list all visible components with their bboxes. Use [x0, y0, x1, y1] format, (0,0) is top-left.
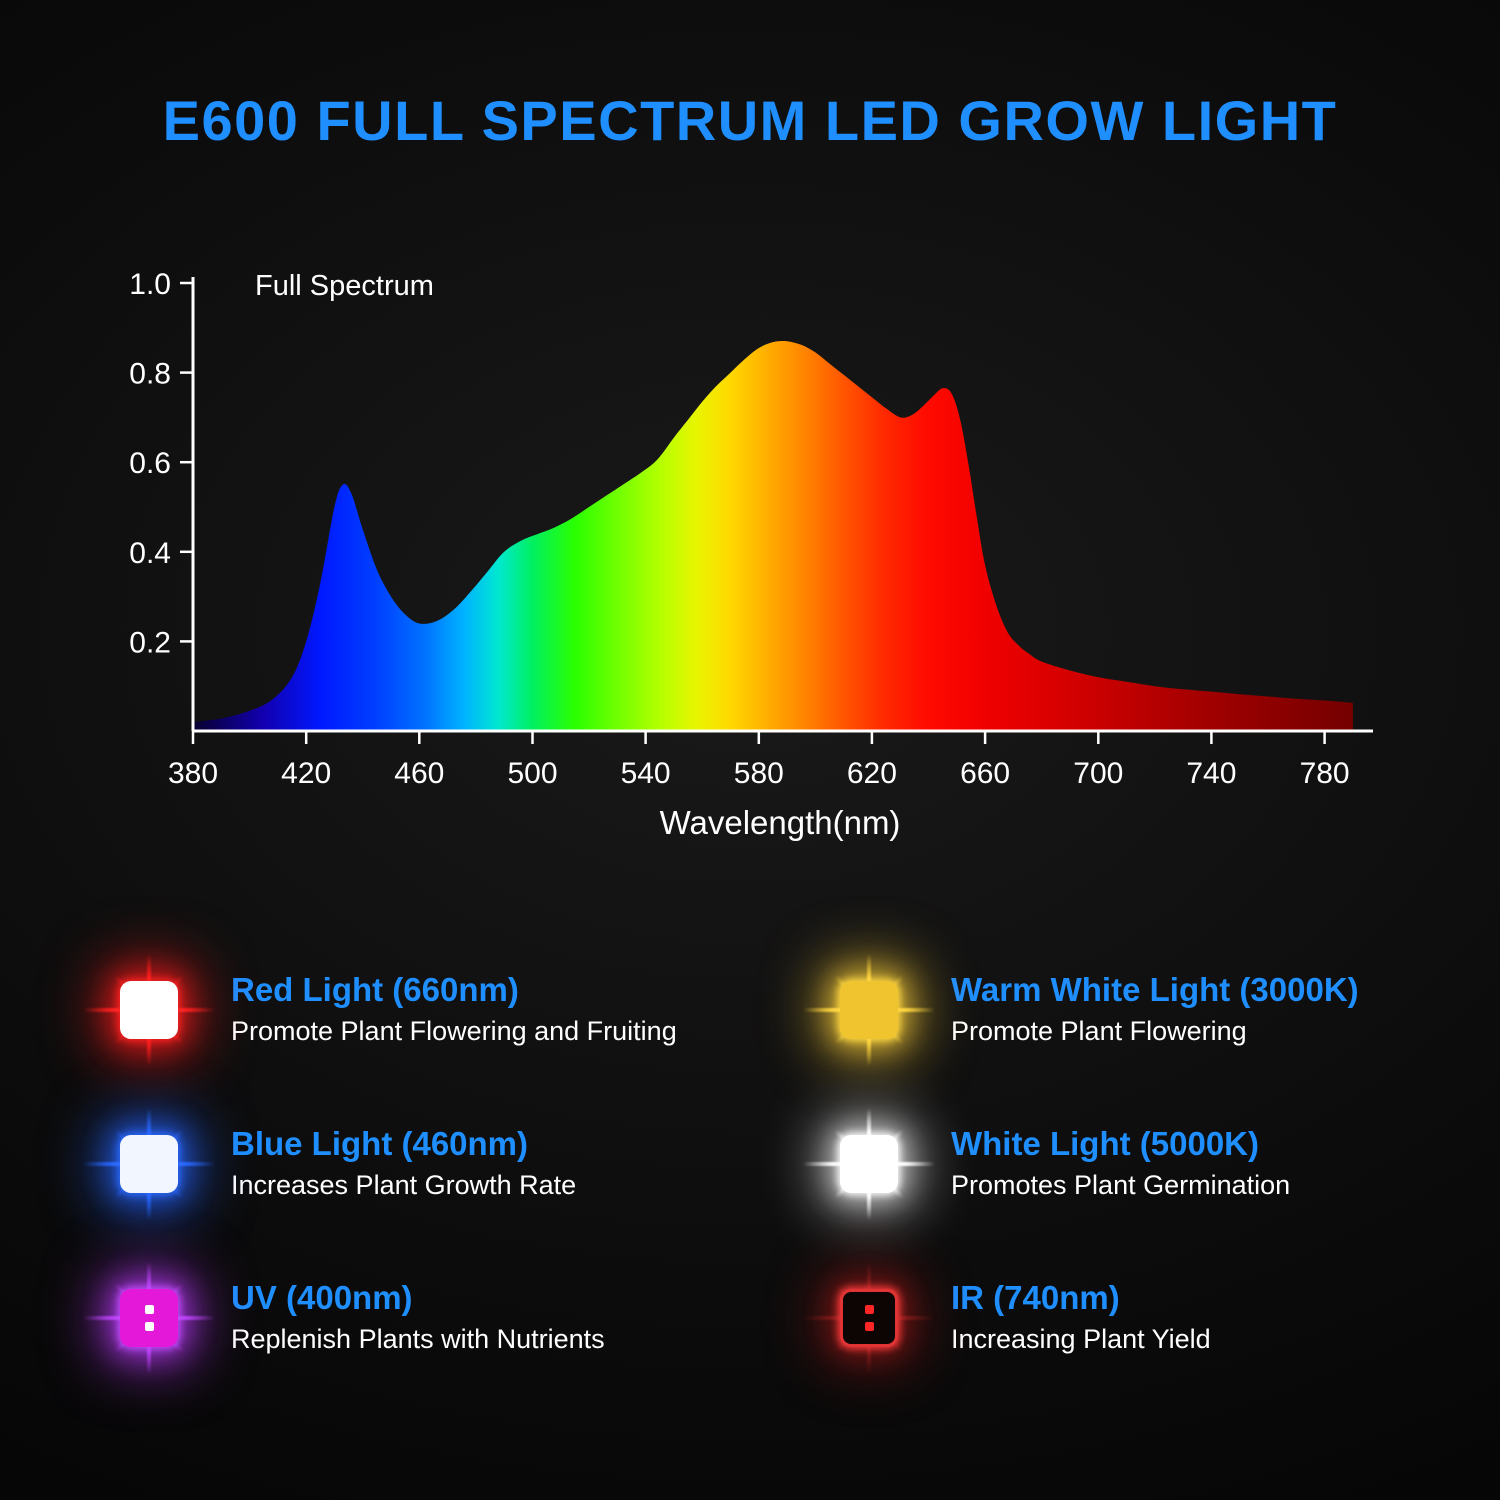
y-tick-label: 1.0	[129, 268, 171, 301]
feature-desc: Promote Plant Flowering and Fruiting	[231, 1015, 677, 1046]
feature-item-uv: UV (400nm) Replenish Plants with Nutrien…	[83, 1262, 745, 1374]
x-tick-label: 380	[168, 757, 218, 790]
page-title: E600 FULL SPECTRUM LED GROW LIGHT	[162, 89, 1338, 152]
x-tick-label: 500	[507, 757, 557, 790]
red-led-icon	[83, 954, 215, 1066]
ir-led-icon	[803, 1262, 935, 1374]
y-tick-label: 0.2	[129, 626, 171, 659]
led-body	[840, 1289, 898, 1347]
feature-text: White Light (5000K) Promotes Plant Germi…	[951, 1127, 1290, 1200]
x-tick-label: 460	[394, 757, 444, 790]
led-body	[840, 981, 898, 1039]
led-dots	[144, 1305, 154, 1331]
led-dots	[865, 1151, 874, 1177]
feature-text: IR (740nm) Increasing Plant Yield	[951, 1281, 1211, 1354]
x-tick-label: 660	[960, 757, 1010, 790]
x-tick-label: 540	[621, 757, 671, 790]
x-tick-label: 620	[847, 757, 897, 790]
feature-text: UV (400nm) Replenish Plants with Nutrien…	[231, 1281, 605, 1354]
x-tick-label: 700	[1073, 757, 1123, 790]
feature-desc: Increases Plant Growth Rate	[231, 1169, 577, 1200]
spectrum-chart: 380 420 460 500 540 580 620 660 700 740 780 0.2 0.4…	[85, 249, 1415, 854]
feature-desc: Promote Plant Flowering	[951, 1015, 1247, 1046]
y-tick-label: 0.4	[129, 537, 171, 570]
y-tick-label: 0.6	[129, 447, 171, 480]
x-tick-label: 580	[734, 757, 784, 790]
led-dots	[145, 1151, 154, 1177]
feature-desc: Promotes Plant Germination	[951, 1169, 1291, 1200]
y-tick-label: 0.8	[129, 358, 171, 391]
x-axis-label: Wavelength(nm)	[660, 804, 901, 841]
feature-text: Warm White Light (3000K) Promote Plant F…	[951, 973, 1359, 1046]
feature-title: Red Light (660nm)	[231, 971, 519, 1009]
feature-item-white-light: White Light (5000K) Promotes Plant Germi…	[803, 1108, 1445, 1220]
led-features: Red Light (660nm) Promote Plant Flowerin…	[83, 954, 1500, 1374]
feature-text: Blue Light (460nm) Increases Plant Growt…	[231, 1127, 576, 1200]
white-led-icon	[803, 1108, 935, 1220]
warm-white-led-icon	[803, 954, 935, 1066]
led-dots	[865, 997, 874, 1023]
feature-title: IR (740nm)	[951, 1279, 1120, 1317]
led-dots	[145, 997, 154, 1023]
feature-item-warm-white-light: Warm White Light (3000K) Promote Plant F…	[803, 954, 1445, 1066]
feature-text: Red Light (660nm) Promote Plant Flowerin…	[231, 973, 677, 1046]
feature-desc: Replenish Plants with Nutrients	[231, 1323, 605, 1354]
x-tick-label: 420	[281, 757, 331, 790]
feature-item-blue-light: Blue Light (460nm) Increases Plant Growt…	[83, 1108, 745, 1220]
led-dots	[864, 1305, 874, 1331]
feature-title: White Light (5000K)	[951, 1125, 1260, 1163]
x-tick-label: 780	[1300, 757, 1350, 790]
feature-desc: Increasing Plant Yield	[951, 1323, 1211, 1354]
feature-item-red-light: Red Light (660nm) Promote Plant Flowerin…	[83, 954, 745, 1066]
feature-title: Blue Light (460nm)	[231, 1125, 529, 1163]
led-body	[840, 1135, 898, 1193]
spectrum-svg: 380 420 460 500 540 580 620 660 700 740 780 0.2 0.4…	[129, 268, 1373, 841]
spectrum-chart-canvas: 380 420 460 500 540 580 620 660 700 740 780 0.2 0.4…	[85, 249, 1415, 854]
feature-title: UV (400nm)	[231, 1279, 413, 1317]
uv-led-icon	[83, 1262, 215, 1374]
spectrum-curve	[193, 341, 1353, 731]
chart-title: Full Spectrum	[255, 270, 434, 302]
feature-item-ir: IR (740nm) Increasing Plant Yield	[803, 1262, 1445, 1374]
x-tick-label: 740	[1186, 757, 1236, 790]
led-body	[120, 981, 178, 1039]
blue-led-icon	[83, 1108, 215, 1220]
led-body	[120, 1289, 178, 1347]
led-body	[120, 1135, 178, 1193]
feature-title: Warm White Light (3000K)	[951, 971, 1359, 1009]
